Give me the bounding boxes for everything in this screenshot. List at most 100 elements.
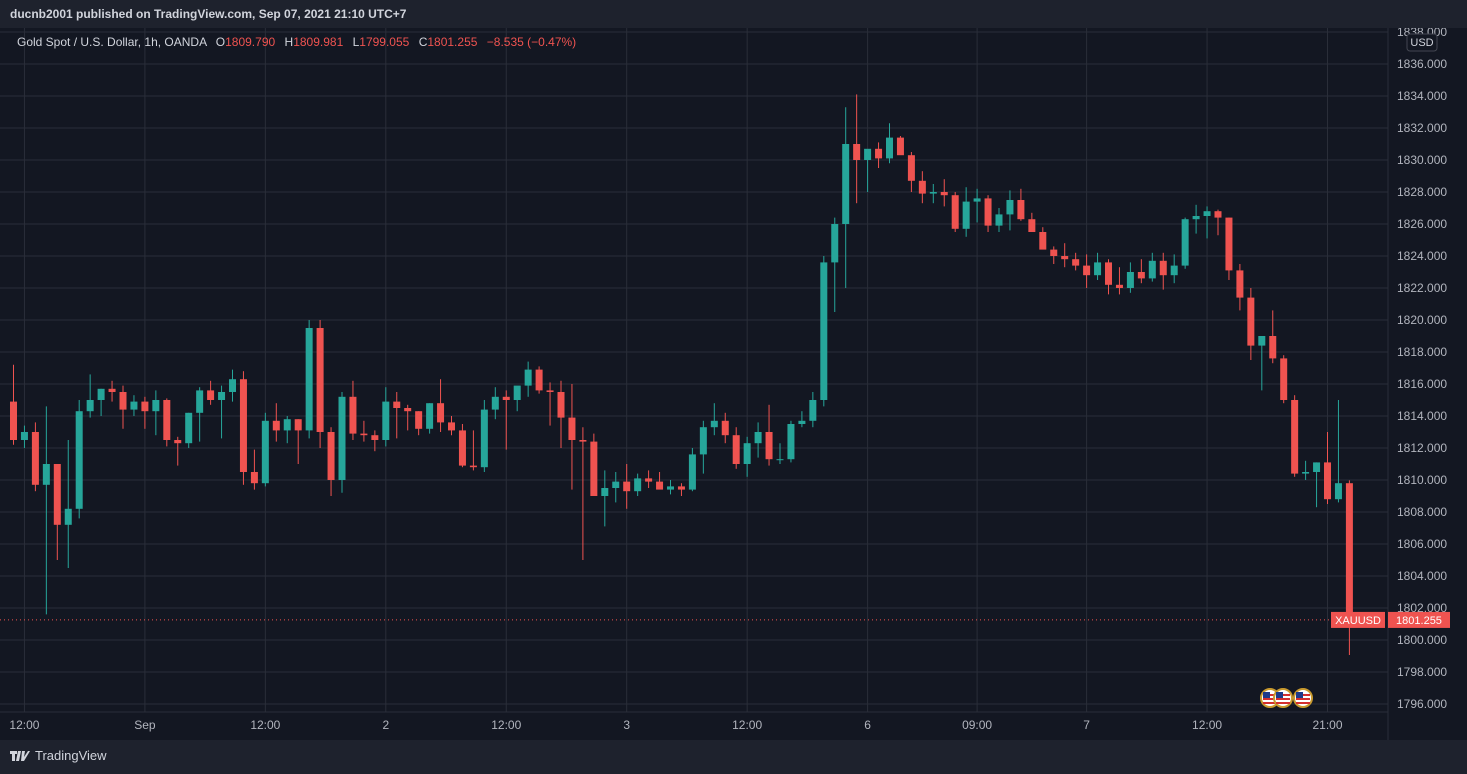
candle[interactable] <box>568 384 576 490</box>
candle[interactable] <box>1017 188 1025 221</box>
candle[interactable] <box>962 187 970 237</box>
candle[interactable] <box>710 403 718 436</box>
candle[interactable] <box>513 385 521 412</box>
candle[interactable] <box>1269 310 1277 364</box>
candle[interactable] <box>1137 259 1145 284</box>
candle[interactable] <box>458 424 466 468</box>
candle[interactable] <box>984 195 992 232</box>
candle[interactable] <box>699 420 707 474</box>
candle[interactable] <box>1324 432 1331 504</box>
candle[interactable] <box>754 422 762 458</box>
candle[interactable] <box>119 385 127 429</box>
candle[interactable] <box>141 396 149 429</box>
candle[interactable] <box>1181 217 1189 269</box>
candle[interactable] <box>469 430 477 471</box>
candle[interactable] <box>1028 212 1036 232</box>
candle[interactable] <box>677 483 685 496</box>
candle[interactable] <box>1247 288 1255 360</box>
candle[interactable] <box>1050 246 1058 264</box>
candle[interactable] <box>294 419 302 464</box>
candle[interactable] <box>272 403 280 442</box>
candle[interactable] <box>1214 209 1222 236</box>
economic-events[interactable] <box>1260 688 1313 708</box>
candle[interactable] <box>776 443 784 464</box>
candle[interactable] <box>1039 227 1047 250</box>
currency-label[interactable]: USD <box>1406 33 1438 52</box>
price-axis[interactable]: 1838.0001836.0001834.0001832.0001830.000… <box>1397 25 1447 711</box>
candle[interactable] <box>951 192 959 232</box>
candle[interactable] <box>229 369 236 402</box>
candle[interactable] <box>491 387 499 420</box>
candle[interactable] <box>1072 252 1080 271</box>
candle[interactable] <box>973 188 981 223</box>
candle[interactable] <box>480 400 488 472</box>
candle[interactable] <box>929 184 937 204</box>
candle[interactable] <box>53 464 61 560</box>
candle[interactable] <box>667 480 674 495</box>
candle[interactable] <box>995 208 1003 232</box>
candle[interactable] <box>1225 217 1233 280</box>
candle[interactable] <box>1236 264 1244 311</box>
price-chart[interactable]: 1838.0001836.0001834.0001832.0001830.000… <box>0 0 1467 740</box>
candle[interactable] <box>371 430 379 452</box>
candle[interactable] <box>940 179 948 207</box>
candle[interactable] <box>1094 252 1102 280</box>
candle[interactable] <box>831 217 839 312</box>
candle[interactable] <box>42 406 50 615</box>
candle[interactable] <box>590 433 598 496</box>
candle[interactable] <box>196 387 204 442</box>
candle[interactable] <box>886 123 893 164</box>
us-flag-event-icon[interactable] <box>1293 688 1313 708</box>
candle[interactable] <box>108 380 116 402</box>
candle[interactable] <box>1126 262 1134 293</box>
candle[interactable] <box>1159 252 1167 290</box>
candle[interactable] <box>1203 206 1211 239</box>
candle[interactable] <box>502 390 510 450</box>
candle[interactable] <box>1170 254 1178 284</box>
candle[interactable] <box>1313 462 1321 508</box>
candle[interactable] <box>1280 355 1288 404</box>
candle[interactable] <box>75 400 83 519</box>
candle[interactable] <box>31 422 39 492</box>
candle[interactable] <box>174 436 182 466</box>
us-flag-event-icon[interactable] <box>1273 688 1293 708</box>
candle[interactable] <box>820 256 828 407</box>
candle[interactable] <box>864 148 872 192</box>
candle[interactable] <box>557 380 565 448</box>
candle[interactable] <box>415 411 423 436</box>
candle[interactable] <box>382 387 390 447</box>
candle[interactable] <box>316 320 324 448</box>
candle[interactable] <box>261 412 269 487</box>
candle[interactable] <box>283 416 291 444</box>
candle[interactable] <box>535 366 543 394</box>
candle[interactable] <box>634 473 642 496</box>
candle[interactable] <box>1061 243 1069 268</box>
candle[interactable] <box>338 392 346 493</box>
candle[interactable] <box>20 425 28 448</box>
candle[interactable] <box>1258 336 1266 391</box>
candle[interactable] <box>86 374 94 418</box>
candle[interactable] <box>97 388 105 416</box>
candle[interactable] <box>842 107 850 288</box>
candle[interactable] <box>426 403 434 434</box>
candle[interactable] <box>163 398 171 447</box>
candle[interactable] <box>360 420 368 442</box>
candle[interactable] <box>688 448 696 492</box>
candle[interactable] <box>612 472 620 503</box>
candle[interactable] <box>765 404 773 466</box>
candle[interactable] <box>10 364 17 445</box>
candle[interactable] <box>787 420 795 463</box>
candle[interactable] <box>1302 460 1310 480</box>
candle[interactable] <box>1006 190 1014 231</box>
candle[interactable] <box>185 412 193 448</box>
candle[interactable] <box>1115 267 1123 295</box>
tradingview-logo[interactable]: TradingView <box>10 748 107 763</box>
candle[interactable] <box>524 361 532 397</box>
candle[interactable] <box>546 382 554 426</box>
candle[interactable] <box>152 390 160 436</box>
candle[interactable] <box>1334 400 1342 503</box>
candle[interactable] <box>1083 254 1091 288</box>
candle[interactable] <box>721 412 729 444</box>
candle[interactable] <box>623 464 631 509</box>
candle[interactable] <box>645 470 653 488</box>
